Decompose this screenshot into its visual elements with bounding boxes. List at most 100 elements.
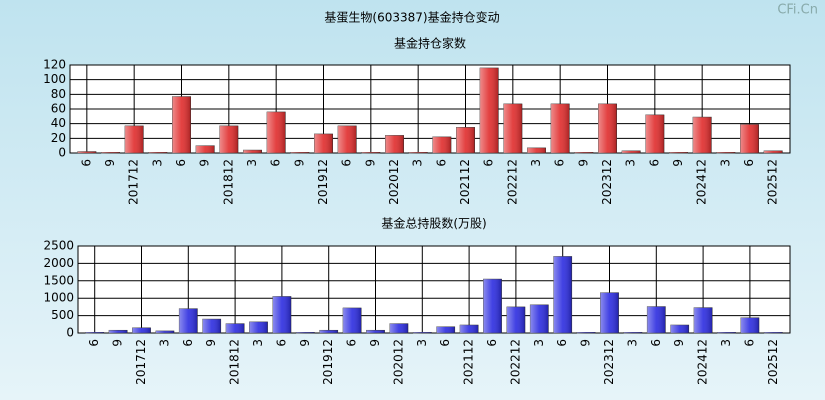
bar-shine [483,279,502,333]
x-tick-label: 9 [292,159,306,167]
bar-shine [456,127,475,153]
bar-shine [195,145,215,153]
chart-title: 基金持仓家数 [394,36,466,51]
x-tick-label: 202112 [462,339,476,385]
bar-shine [503,103,523,153]
x-tick-label: 9 [204,339,218,347]
x-tick-label: 3 [719,339,733,347]
x-tick-label: 202212 [508,339,522,385]
x-tick-label: 9 [671,159,685,167]
bar-shine [179,308,198,333]
x-tick-label: 202312 [602,339,616,385]
page-title: 基蛋生物(603387)基金持仓变动 [324,10,499,25]
bar-shine [693,307,713,333]
bar-shine [132,327,151,333]
x-tick-label: 3 [625,339,639,347]
x-tick-label: 201912 [316,159,330,205]
x-tick-label: 3 [411,159,425,167]
bar-shine [645,114,665,153]
bar-shine [366,330,385,333]
bar-shine [296,332,315,334]
x-tick-label: 6 [274,339,288,347]
y-tick-label: 0 [58,146,66,160]
bar-shine [669,152,688,154]
x-tick-label: 3 [251,339,265,347]
x-tick-label: 6 [434,159,448,167]
x-tick-label: 202412 [696,339,710,385]
x-tick-label: 9 [672,339,686,347]
x-tick-label: 6 [482,159,496,167]
x-tick-label: 202112 [458,159,472,205]
chart-title: 基金总持股数(万股) [381,216,486,231]
x-tick-label: 6 [340,159,354,167]
bar-shine [361,152,381,154]
bar-shine [290,152,310,154]
bar-shine [219,125,239,153]
bar-shine [530,304,549,333]
bar-shine [436,326,455,333]
bar-shine [172,96,191,153]
bar-shine [272,296,292,333]
bar-shine [413,332,432,334]
y-tick-label: 80 [51,87,66,101]
bar-shine [459,324,479,333]
bar-shine [527,147,546,153]
x-tick-label: 3 [150,159,164,167]
x-tick-label: 9 [576,159,590,167]
bar-shine [574,152,594,154]
x-tick-label: 9 [103,159,117,167]
y-tick-label: 500 [51,308,74,322]
x-tick-label: 6 [742,339,756,347]
x-tick-label: 9 [363,159,377,167]
bar-shine [506,306,526,333]
bar-shine [124,125,144,153]
y-tick-label: 100 [43,72,66,86]
x-tick-label: 6 [269,159,283,167]
bar-shine [621,150,641,153]
x-tick-label: 6 [555,339,569,347]
bar-shine [337,125,357,153]
bar-shine [600,292,619,333]
x-tick-label: 6 [345,339,359,347]
x-tick-label: 202312 [600,159,614,205]
x-tick-label: 6 [647,159,661,167]
bar-shine [85,332,104,334]
x-tick-label: 9 [198,159,212,167]
bar-shine [717,332,736,334]
bar-shine [479,67,499,153]
bar-shine [319,330,338,333]
x-tick-label: 3 [415,339,429,347]
x-tick-label: 202212 [505,159,519,205]
x-tick-label: 201812 [228,339,242,385]
bar-shine [553,256,572,333]
y-tick-label: 2000 [43,256,74,270]
watermark: CFi.Cn [777,3,818,18]
y-tick-label: 1500 [43,273,74,287]
bar-shine [243,150,262,153]
x-tick-label: 6 [79,159,93,167]
x-tick-label: 201712 [134,339,148,385]
y-tick-label: 20 [51,131,66,145]
x-tick-label: 3 [532,339,546,347]
bar-shine [598,103,617,153]
x-tick-label: 9 [368,339,382,347]
bar-shine [716,152,736,154]
x-tick-label: 9 [111,339,125,347]
x-tick-label: 202012 [387,159,401,205]
bar-shine [408,152,428,154]
bar-shine [740,124,759,153]
bar-shine [623,332,643,334]
x-tick-label: 3 [245,159,259,167]
x-tick-label: 201912 [321,339,335,385]
bar-shine [108,330,128,333]
bar-shine [77,151,97,153]
bar-shine [148,152,168,154]
bar-shine [647,306,666,333]
x-tick-label: 202412 [695,159,709,205]
x-tick-label: 6 [649,339,663,347]
x-tick-label: 6 [438,339,452,347]
x-tick-label: 6 [742,159,756,167]
bar-shine [763,150,783,153]
bar-shine [266,111,286,153]
